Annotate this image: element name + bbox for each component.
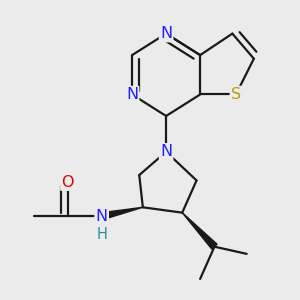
Text: H: H xyxy=(96,227,107,242)
Text: N: N xyxy=(160,26,172,41)
Polygon shape xyxy=(101,207,143,220)
Text: N: N xyxy=(126,87,138,102)
Text: N: N xyxy=(96,209,108,224)
Polygon shape xyxy=(182,213,217,249)
Text: N: N xyxy=(160,144,172,159)
Text: O: O xyxy=(61,175,74,190)
Text: S: S xyxy=(231,87,241,102)
